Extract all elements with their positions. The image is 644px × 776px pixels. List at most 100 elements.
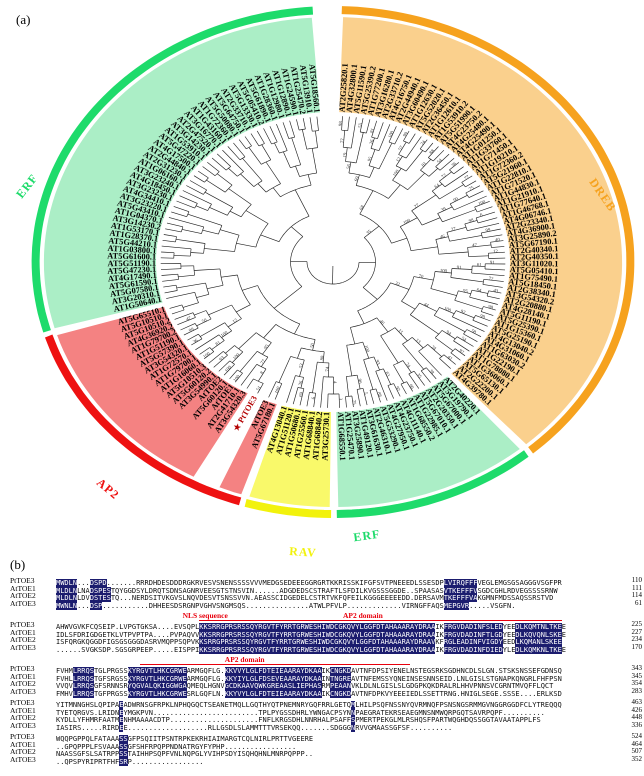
sequence-text: KYDLLYFHMRFAATMENHMAAAACDTP.............… <box>56 716 541 724</box>
residue-number: 111 <box>632 583 642 592</box>
bootstrap-value: 43 <box>493 289 499 295</box>
sequence-name: AtTOE3 <box>10 754 36 764</box>
tree-tip-label: AT5G05410.1 <box>510 265 559 276</box>
bootstrap-value: 36 <box>299 380 305 386</box>
alignment-block: PtTOE3 YITMNNGHSLQPIPAEADWRNSGFRPKLNPHQGQ… <box>10 698 643 732</box>
bootstrap-value: 75 <box>350 400 356 406</box>
sequence-name: AtTOE2 <box>10 591 36 600</box>
bootstrap-value: 90 <box>407 384 414 391</box>
family-ring-arc-AP2 <box>44 334 242 506</box>
alignment-row: AtTOE3 IASIRS.....RIRDEE.................… <box>10 720 642 732</box>
sequence-name: AtTOE3 <box>10 686 36 696</box>
bootstrap-value: 61 <box>477 263 483 268</box>
bootstrap-value: 99 <box>453 197 460 204</box>
bootstrap-value: 81 <box>370 127 376 134</box>
tree-tip-label: AT3G25730.1 <box>321 412 332 461</box>
sequence-name: AtTOE1 <box>10 583 36 593</box>
residue-number: 283 <box>631 686 643 695</box>
bootstrap-value: 8 <box>260 370 266 375</box>
tree-tip-label: AT1G68550.1 <box>336 412 347 461</box>
bootstrap-value: 72 <box>488 277 494 283</box>
bootstrap-value: 100 <box>220 330 229 339</box>
domain-annotation-label: NLS sequence <box>182 611 228 620</box>
sequence-name: PtTOE3 <box>10 576 35 585</box>
bootstrap-value: 54 <box>460 336 467 343</box>
bootstrap-value: 35 <box>366 229 373 236</box>
tree-tip-label: AT5G47230.1 <box>107 265 156 276</box>
alignment-row: AtTOE1 MLDLNLNADSPESTQYGGDSYLDRQTSDNSAGNR… <box>10 583 642 595</box>
bootstrap-value: 12 <box>232 318 239 325</box>
sequence-name: AtTOE2 <box>10 635 36 644</box>
tree-tip-label: AT2G40350.1 <box>510 252 559 262</box>
sequence-text: IASIRS.....RIRDEE...................RLLG… <box>56 723 453 732</box>
bootstrap-value: 32 <box>394 281 401 288</box>
bootstrap-value: 50 <box>310 342 316 348</box>
bootstrap-value: 81 <box>421 161 428 168</box>
bootstrap-value: 54 <box>437 158 444 165</box>
residue-number: 234 <box>631 635 643 643</box>
bootstrap-value: 88 <box>375 392 381 399</box>
bootstrap-value: 40 <box>495 238 501 244</box>
alignment-row: AtTOE1 IDLSFDRIGDGETKLVTPVPTPA....PVPAQVV… <box>10 627 643 639</box>
bootstrap-value: 95 <box>368 156 375 163</box>
bootstrap-value: 38 <box>428 369 435 376</box>
residue-number: 354 <box>631 679 643 687</box>
tree-tip-label: AT5G61600.1 <box>107 251 156 261</box>
bootstrap-value: 72 <box>441 173 448 180</box>
bootstrap-value: 100 <box>478 200 487 207</box>
residue-number: 448 <box>631 713 643 721</box>
sequence-name: AtTOE1 <box>10 627 36 637</box>
alignment-row: AtTOE1 FVHLLRRQSTGFSRGSSKYRGVTLHKCGRWEARM… <box>10 671 642 683</box>
bootstrap-value: 63 <box>383 371 390 378</box>
alignment-row: PtTOE3 AHWVGVKFCQSEIP.LVPGTGKSA....EVSQPL… <box>10 620 643 631</box>
sequence-text: TYETQRGVS.LRIDNEYMGKPVN.................… <box>56 708 545 717</box>
family-label-ERF: ERF <box>353 527 382 545</box>
bootstrap-value: 96 <box>356 378 362 384</box>
sequence-name: AtTOE3 <box>10 598 36 608</box>
domain-annotation-line <box>199 620 251 621</box>
panel-a-label: (a) <box>16 12 31 27</box>
bootstrap-value: 81 <box>215 340 222 347</box>
bootstrap-value: 92 <box>394 386 401 393</box>
alignment-block: NLS sequence AP2 domain PtTOE3 AHWVGVKFCQSE… <box>10 611 643 654</box>
bootstrap-value: 47 <box>186 316 193 323</box>
bootstrap-value: 100 <box>233 352 242 361</box>
bootstrap-value: 94 <box>445 330 452 337</box>
bootstrap-value: 53 <box>299 362 305 369</box>
residue-number: 507 <box>631 747 643 755</box>
bootstrap-value: 95 <box>264 344 271 351</box>
sequence-name: AtTOE3 <box>10 720 36 730</box>
residue-number: 170 <box>631 642 643 651</box>
bootstrap-value: 93 <box>374 359 381 366</box>
bootstrap-value: 56 <box>347 163 353 169</box>
residue-number: 227 <box>631 627 643 636</box>
bootstrap-value: 100 <box>440 269 448 275</box>
tree-branches <box>160 116 506 408</box>
bootstrap-value: 47 <box>472 243 478 249</box>
family-band-DREB <box>339 17 623 445</box>
alignment-row: AtTOE2 NAASSGFSLSATRPPSSTAIHHPSQPFVNLNQPG… <box>10 747 643 758</box>
alignment-row: AtTOE3 MWNLN...DSP...........DHHEESDSRGNP… <box>10 598 642 610</box>
bootstrap-value: 4 <box>332 381 337 384</box>
residue-number: 61 <box>635 598 642 607</box>
bootstrap-value: 68 <box>359 204 366 211</box>
bootstrap-value: 24 <box>430 345 437 352</box>
alignment-block: AP2 domain PtTOE3 FVHMLRRQSTGLPRGSSKYRGVTL… <box>10 655 643 698</box>
bootstrap-value: 98 <box>339 121 344 127</box>
alignment-row: AtTOE2 ISFQRGKQGGDFIGSGSGGGDASRVMQPPSQPVK… <box>10 635 643 646</box>
bootstrap-value: 41 <box>446 355 453 362</box>
tree-tip-label: AT5G51190.1 <box>107 259 156 269</box>
sequence-name: AtTOE1 <box>10 671 36 681</box>
tip-labels: AT2G25820.1AT4G32800.1AT5G11590.1AT5G253… <box>107 63 559 461</box>
residue-number: 225 <box>631 620 643 628</box>
bootstrap-value: 57 <box>398 145 405 152</box>
residue-number: 114 <box>631 591 642 599</box>
family-band-ERF <box>43 17 321 329</box>
sequence-name: PtTOE3 <box>10 664 35 673</box>
family-label-AP2: AP2 <box>94 475 122 502</box>
bootstrap-value: 46 <box>440 234 446 240</box>
bootstrap-value: 100 <box>403 218 412 226</box>
bootstrap-value: 51 <box>256 385 263 392</box>
alignment-row: AtTOE3 ..QPSPYRIPRTFHFSRP................… <box>10 754 642 766</box>
